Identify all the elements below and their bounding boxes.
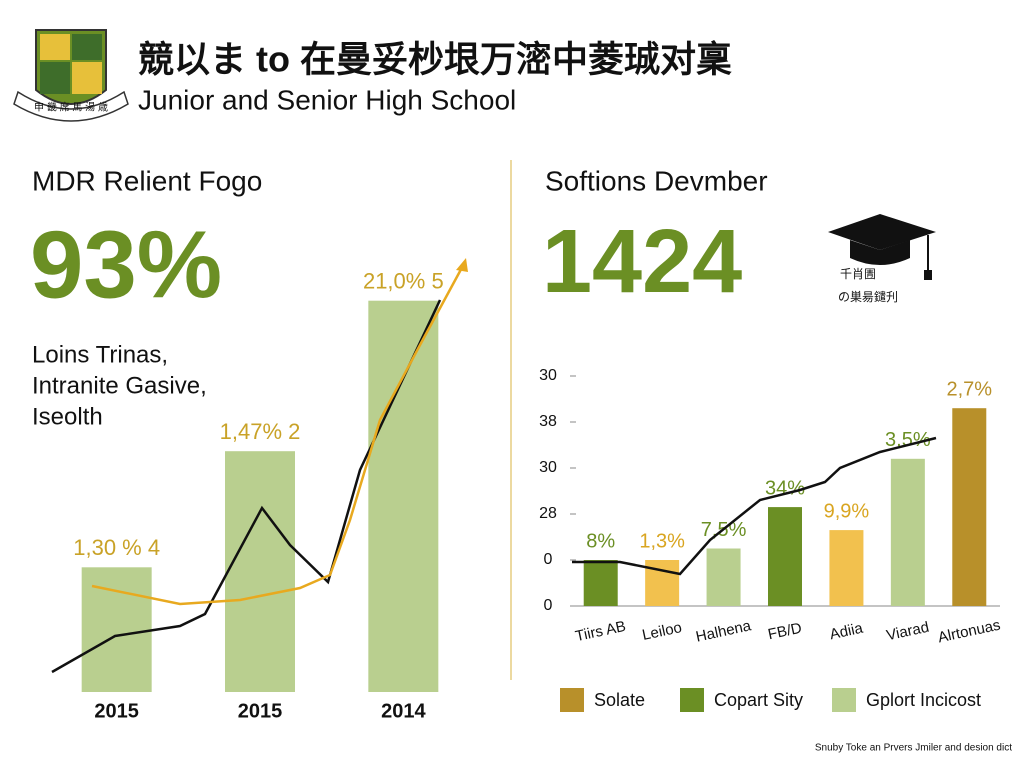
bar [890,458,925,606]
footer: Snuby Toke an Prvers Jmiler and desion d… [815,743,1012,754]
left-line: Intranite Gasive, [32,372,207,399]
x-tick-label: Alrtonuas [936,617,1002,647]
icon-caption: 千肖圊 [840,267,876,281]
legend-swatch [560,688,584,712]
title: 競以ま to 在曼妥杪垠万滵中菱珹对稟 [138,39,732,80]
left-line: Iseolth [32,403,103,430]
right-stat: 1424 [542,212,742,312]
bar [706,548,741,606]
bar-annotation: 2,7% [946,378,992,400]
x-tick-label: Halhena [694,617,753,645]
y-tick-label: 30 [539,459,557,476]
x-tick-label: 2014 [381,700,426,722]
x-tick-label: 2015 [238,700,283,722]
y-tick-label: 0 [544,597,553,614]
bar-annotation: 1,3% [639,530,685,552]
crest-text: 申 畿 席 馬 湯 歳 [34,101,108,114]
x-tick-label: Viarad [885,619,931,645]
icon-caption: の巣昜鑓刋 [838,289,898,304]
bar [952,408,987,606]
x-tick-label: 2015 [94,700,139,722]
bar [583,560,618,606]
legend-label: Solate [594,690,645,710]
y-tick-label: 38 [539,413,557,430]
x-tick-label: Adiia [828,620,865,644]
bar-annotation: 1,30 % 4 [73,535,160,560]
y-tick-label: 0 [544,551,553,568]
x-tick-label: FB/D [766,620,803,644]
legend-swatch [680,688,704,712]
right-heading: Softions Devmber [545,165,768,196]
bar [768,507,802,606]
bar-annotation: 9,9% [824,500,870,522]
crest [13,29,129,122]
bar [368,300,439,692]
bar-annotation: 8% [586,530,615,552]
left-stat: 93% [30,211,222,318]
legend-label: Gplort Incicost [866,690,981,710]
grad-cap-icon [828,214,936,280]
trend-line [572,436,937,576]
bar [225,451,295,692]
subtitle: Junior and Senior High School [138,84,516,115]
bar-annotation: 1,47% 2 [220,419,301,444]
trend-arrow [456,258,468,272]
y-tick-label: 30 [539,367,557,384]
x-tick-label: Leiloo [641,619,684,644]
bar-annotation: 34% [765,477,805,499]
left-line: Loins Trinas, [32,341,168,368]
bar-annotation: 3,5% [885,429,931,451]
y-tick-label: 28 [539,505,557,522]
bar [81,567,152,692]
x-tick-label: Tiirs AB [574,618,628,645]
legend-label: Copart Sity [714,690,803,710]
bar-annotation: 21,0% 5 [363,269,444,294]
left-heading: MDR Relient Fogo [32,165,262,196]
trend-line [91,261,467,606]
trend-line [51,299,442,674]
legend-swatch [832,688,856,712]
bar [829,530,864,606]
